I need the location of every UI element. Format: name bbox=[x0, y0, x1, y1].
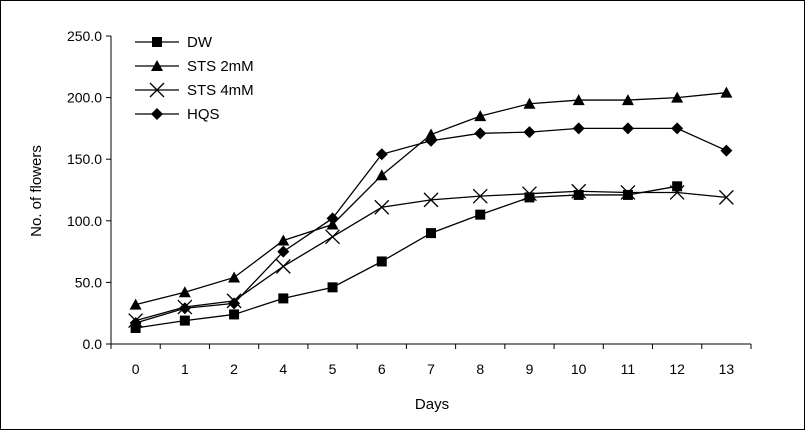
data-point-dw bbox=[475, 209, 486, 220]
y-tick-label: 100.0 bbox=[67, 213, 102, 229]
legend-marker-sts-2mm bbox=[151, 60, 163, 71]
legend-label: HQS bbox=[187, 106, 220, 123]
x-axis-ticks: 0 1 2 4 5 6 7 8 9 10 11 12 13 bbox=[110, 344, 752, 377]
data-point-sts-2mm bbox=[228, 271, 241, 283]
data-point-dw bbox=[426, 228, 436, 239]
axes bbox=[110, 36, 751, 345]
legend-item-dw: DW bbox=[135, 34, 213, 51]
data-point-dw bbox=[622, 189, 633, 200]
data-point-hqs bbox=[326, 212, 339, 225]
data-point-hqs bbox=[474, 127, 487, 140]
data-point-sts-2mm bbox=[129, 298, 142, 310]
data-point-sts-2mm bbox=[671, 91, 684, 103]
x-tick-label: 6 bbox=[378, 361, 386, 377]
data-point-sts-4mm bbox=[718, 189, 734, 205]
data-point-hqs bbox=[277, 245, 290, 258]
legend-marker-sts-4mm bbox=[149, 82, 165, 98]
data-point-dw bbox=[179, 315, 190, 326]
data-point-sts-2mm bbox=[572, 94, 585, 106]
data-point-sts-2mm bbox=[375, 169, 388, 181]
y-axis-ticks: 0.0 50.0 100.0 150.0 200.0 250.0 bbox=[67, 28, 111, 352]
x-tick-label: 9 bbox=[526, 361, 534, 377]
data-point-sts-4mm bbox=[275, 258, 291, 274]
legend-label: DW bbox=[187, 34, 213, 51]
data-point-dw bbox=[278, 293, 289, 304]
data-point-hqs bbox=[720, 144, 733, 157]
data-point-dw bbox=[672, 181, 683, 192]
x-tick-label: 2 bbox=[230, 361, 238, 377]
series-line-sts-4mm bbox=[135, 190, 727, 322]
y-axis-title: No. of flowers bbox=[28, 145, 45, 237]
series-sts-4mm bbox=[128, 183, 734, 329]
x-tick-label: 1 bbox=[181, 361, 189, 377]
series-sts-2mm bbox=[129, 86, 733, 310]
x-axis-title: Days bbox=[415, 396, 449, 413]
x-tick-label: 5 bbox=[329, 361, 337, 377]
series-layer bbox=[128, 86, 734, 333]
data-point-hqs bbox=[671, 122, 684, 135]
data-point-sts-2mm bbox=[621, 94, 634, 106]
data-point-sts-2mm bbox=[277, 234, 290, 246]
x-tick-label: 4 bbox=[279, 361, 287, 377]
legend-marker-hqs bbox=[151, 108, 163, 120]
y-tick-label: 250.0 bbox=[67, 28, 102, 44]
series-line-dw bbox=[135, 185, 678, 329]
data-point-hqs bbox=[523, 126, 536, 139]
data-point-sts-4mm bbox=[325, 229, 340, 245]
data-point-hqs bbox=[375, 148, 388, 161]
data-point-sts-4mm bbox=[669, 185, 685, 200]
data-point-sts-4mm bbox=[571, 183, 587, 199]
data-point-hqs bbox=[228, 297, 241, 310]
data-point-sts-4mm bbox=[620, 185, 636, 200]
x-tick-label: 13 bbox=[719, 361, 735, 377]
y-tick-label: 0.0 bbox=[83, 336, 103, 352]
data-point-sts-4mm bbox=[423, 192, 439, 208]
x-tick-label: 11 bbox=[621, 361, 636, 377]
data-point-hqs bbox=[621, 122, 634, 135]
x-tick-label: 12 bbox=[669, 361, 685, 377]
legend-label: STS 2mM bbox=[187, 58, 254, 75]
series-line-hqs bbox=[135, 127, 727, 324]
data-point-hqs bbox=[572, 122, 585, 135]
series-hqs bbox=[129, 122, 733, 330]
data-point-hqs bbox=[178, 302, 191, 315]
data-point-sts-4mm bbox=[374, 199, 390, 215]
legend-item-sts-4mm: STS 4mM bbox=[135, 82, 254, 99]
data-point-dw bbox=[327, 282, 338, 293]
series-line-sts-2mm bbox=[135, 92, 727, 306]
data-point-hqs bbox=[425, 134, 437, 147]
legend: DW STS 2mM STS 4mM HQS bbox=[135, 34, 254, 123]
y-tick-label: 50.0 bbox=[75, 274, 102, 290]
x-tick-label: 0 bbox=[132, 361, 140, 377]
x-tick-label: 8 bbox=[476, 361, 484, 377]
data-point-sts-2mm bbox=[425, 128, 437, 140]
legend-marker-dw bbox=[152, 37, 162, 47]
y-tick-label: 200.0 bbox=[67, 90, 102, 106]
data-point-dw bbox=[524, 192, 535, 203]
legend-item-sts-2mm: STS 2mM bbox=[135, 58, 254, 75]
data-point-hqs bbox=[129, 317, 142, 330]
data-point-sts-2mm bbox=[523, 97, 536, 109]
data-point-dw bbox=[573, 189, 584, 200]
legend-item-hqs: HQS bbox=[135, 106, 220, 123]
data-point-sts-2mm bbox=[720, 86, 733, 98]
y-tick-label: 150.0 bbox=[67, 151, 102, 167]
data-point-sts-2mm bbox=[474, 110, 487, 122]
data-point-dw bbox=[376, 256, 387, 267]
x-tick-label: 10 bbox=[571, 361, 587, 377]
data-point-sts-4mm bbox=[522, 186, 537, 202]
legend-label: STS 4mM bbox=[187, 82, 254, 99]
data-point-sts-2mm bbox=[178, 286, 191, 298]
data-point-dw bbox=[229, 309, 240, 320]
data-point-sts-4mm bbox=[472, 188, 488, 204]
x-tick-label: 7 bbox=[427, 361, 435, 377]
